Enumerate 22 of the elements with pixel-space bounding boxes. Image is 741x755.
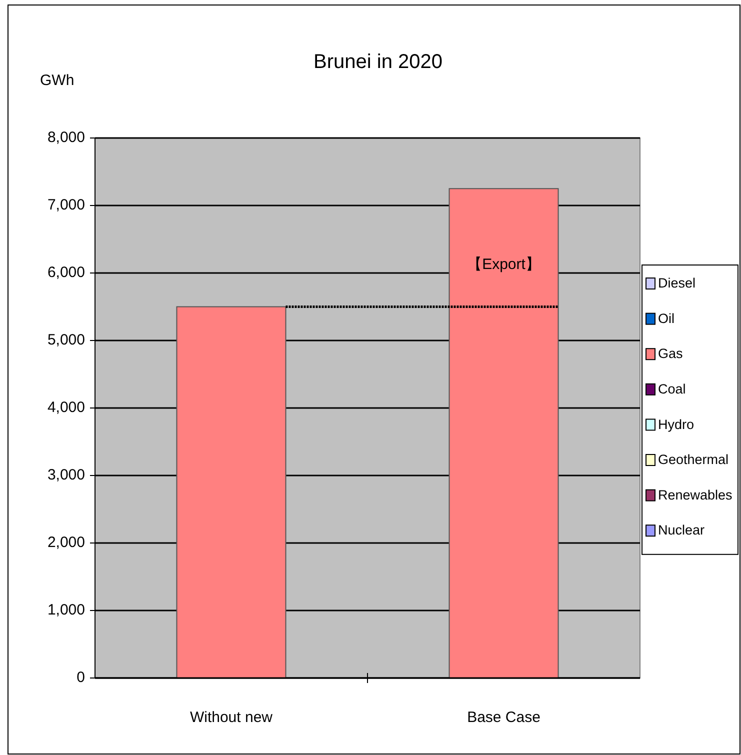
chart-title: Brunei in 2020 <box>314 51 442 73</box>
y-tick-label: 5,000 <box>47 331 85 348</box>
y-tick-label: 7,000 <box>47 196 85 214</box>
legend-label: Diesel <box>658 276 696 291</box>
legend-label: Oil <box>658 310 674 326</box>
y-tick-label: 2,000 <box>47 534 85 551</box>
y-tick-label: 3,000 <box>47 466 85 484</box>
y-tick-label: 6,000 <box>47 264 85 281</box>
x-tick-label: Without new <box>190 709 273 726</box>
legend-label: Nuclear <box>658 522 706 538</box>
y-tick-label: 4,000 <box>47 398 85 416</box>
x-tick-label: Base Case <box>467 709 540 726</box>
y-axis-title: GWh <box>40 72 74 89</box>
legend-label: Gas <box>658 346 684 362</box>
legend-label: Coal <box>658 381 686 396</box>
y-tick-label: 1,000 <box>47 601 85 618</box>
y-tick-label: 8,000 <box>47 128 85 146</box>
y-tick-label: 0 <box>76 668 85 686</box>
annotation: 【Export】 <box>467 256 540 273</box>
legend-label: Geothermal <box>658 452 729 468</box>
legend-label: Hydro <box>658 416 694 432</box>
legend-label: Renewables <box>658 487 733 502</box>
